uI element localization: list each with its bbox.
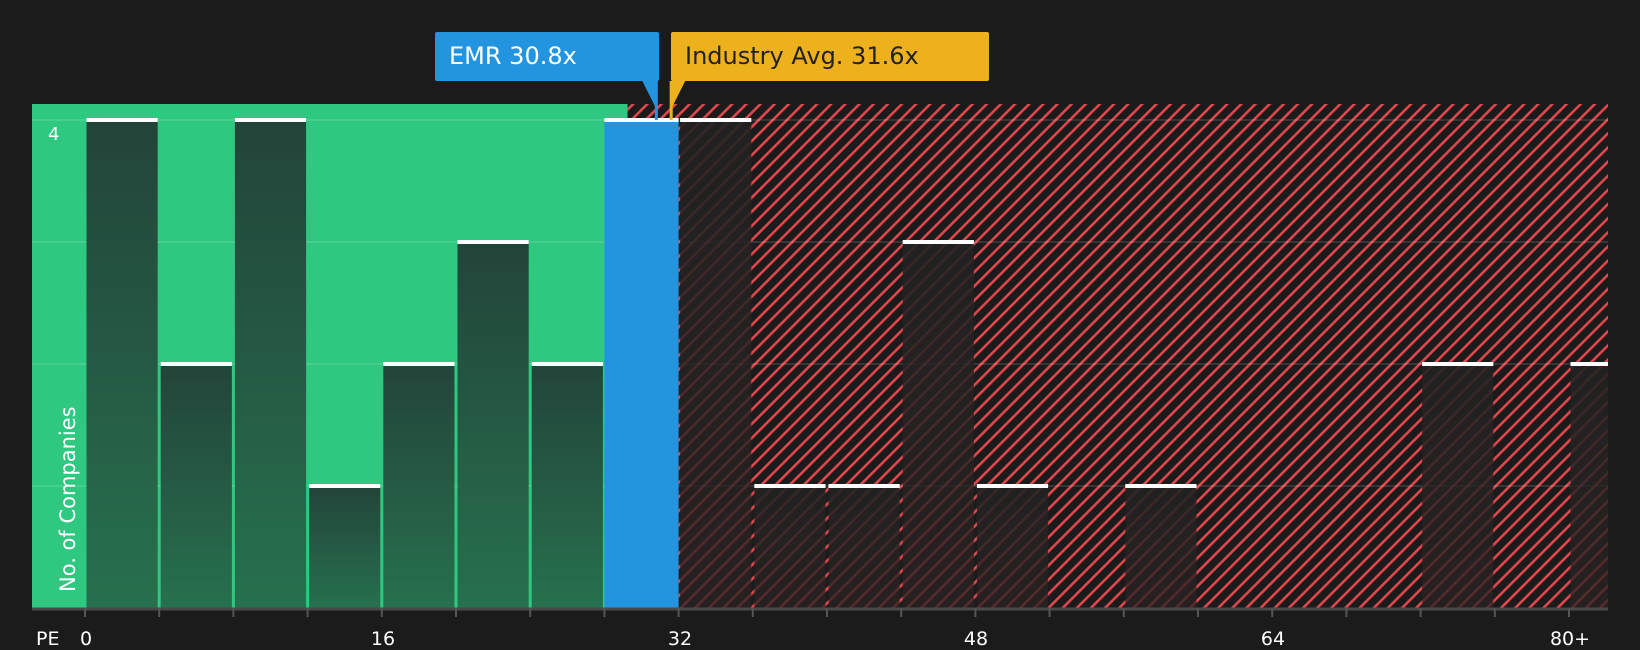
histogram-bar (457, 242, 529, 608)
industry-pointer (671, 81, 686, 106)
bar-top-line (976, 484, 1049, 488)
bar-top-line (680, 118, 752, 122)
histogram-bar (531, 364, 603, 608)
x-tick-label: 0 (79, 628, 93, 650)
histogram-bar (1422, 364, 1494, 608)
histogram-bar (234, 120, 307, 608)
bar-top-line (383, 362, 455, 366)
histogram-bars (86, 118, 1608, 608)
histogram-bar (754, 486, 826, 608)
x-tick-label: 64 (1260, 628, 1286, 650)
histogram-bar (680, 120, 752, 608)
x-tick-label: 32 (667, 628, 693, 650)
histogram-bar (160, 364, 232, 608)
company-bar (604, 120, 679, 608)
histogram-bar (86, 120, 158, 608)
histogram-bar (828, 486, 900, 608)
value-markers (642, 81, 686, 120)
bar-top-line (754, 484, 826, 488)
bar-top-line (902, 240, 974, 244)
x-axis (32, 607, 1608, 617)
bar-top-line (457, 240, 529, 244)
company-pointer (642, 81, 657, 106)
bar-top-line (828, 484, 900, 488)
company-pe-callout: EMR 30.8x (435, 32, 659, 81)
histogram-bar (309, 486, 381, 608)
x-axis-title: PE (36, 628, 60, 650)
bar-top-line (1570, 362, 1608, 366)
bar-top-line (531, 362, 603, 366)
bar-top-line (309, 484, 381, 488)
x-tick-label: 80+ (1549, 628, 1591, 650)
y-axis-title: No. of Companies (56, 406, 80, 592)
histogram-bar (976, 486, 1049, 608)
x-tick-label: 48 (963, 628, 989, 650)
histogram-bar (383, 364, 455, 608)
industry-average-callout: Industry Avg. 31.6x (671, 32, 989, 81)
bar-top-line (604, 118, 679, 122)
histogram-bar (1125, 486, 1197, 608)
x-tick-label: 16 (370, 628, 396, 650)
histogram-bar (902, 242, 974, 608)
histogram-bar (1570, 364, 1608, 608)
bar-top-line (1125, 484, 1197, 488)
bar-top-line (234, 118, 307, 122)
y-tick-label: 4 (48, 124, 60, 145)
bar-top-line (160, 362, 232, 366)
bar-top-line (86, 118, 158, 122)
bar-top-line (1422, 362, 1494, 366)
